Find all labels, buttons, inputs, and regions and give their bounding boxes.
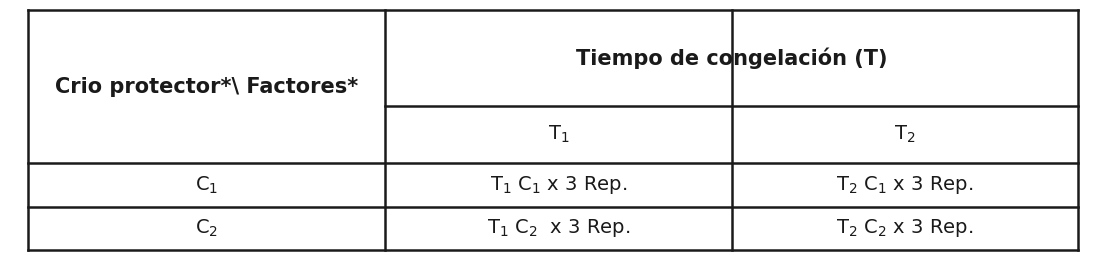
Text: T$_1$: T$_1$ <box>547 124 568 145</box>
Text: T$_2$ C$_2$ x 3 Rep.: T$_2$ C$_2$ x 3 Rep. <box>836 217 973 239</box>
Text: C$_2$: C$_2$ <box>195 217 218 239</box>
Text: Crio protector*\ Factores*: Crio protector*\ Factores* <box>54 77 358 97</box>
Text: T$_2$: T$_2$ <box>895 124 916 145</box>
Text: C$_1$: C$_1$ <box>195 174 218 196</box>
Text: T$_1$ C$_2$  x 3 Rep.: T$_1$ C$_2$ x 3 Rep. <box>487 217 630 239</box>
Text: Tiempo de congelación (T): Tiempo de congelación (T) <box>576 48 887 69</box>
Text: T$_1$ C$_1$ x 3 Rep.: T$_1$ C$_1$ x 3 Rep. <box>490 174 627 196</box>
Text: T$_2$ C$_1$ x 3 Rep.: T$_2$ C$_1$ x 3 Rep. <box>836 174 973 196</box>
